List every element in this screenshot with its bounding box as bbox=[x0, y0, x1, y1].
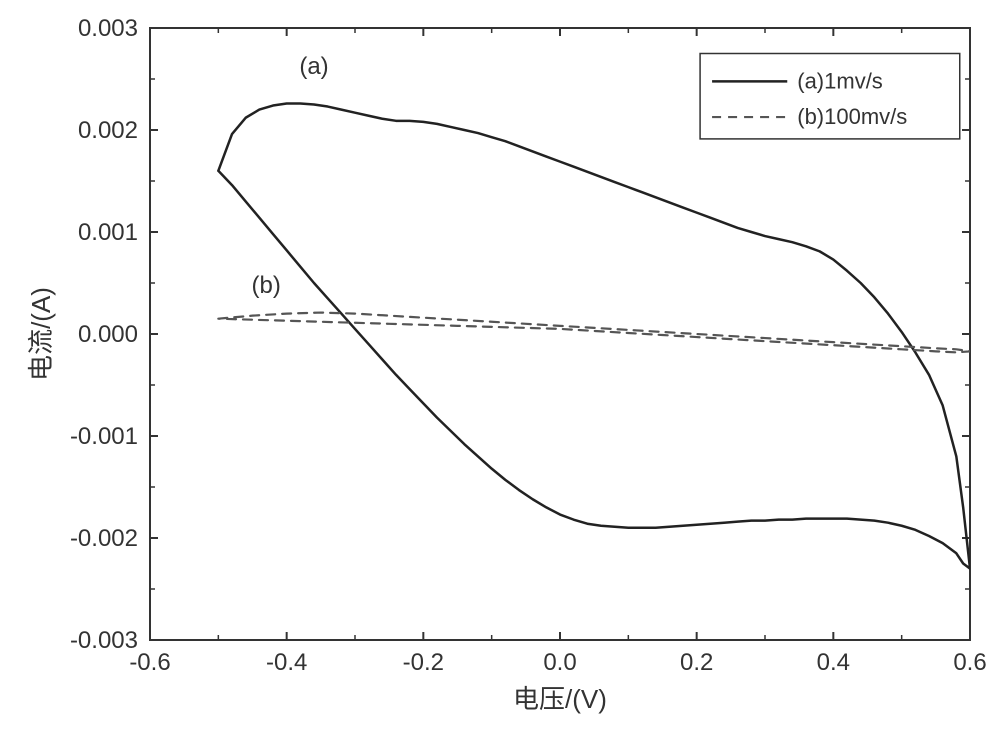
legend: (a)1mv/s (b)100mv/s bbox=[700, 54, 960, 139]
x-axis-label: 电压/(V) bbox=[513, 684, 607, 714]
x-tick-label: 0.0 bbox=[543, 649, 576, 676]
y-tick-label: 0.000 bbox=[78, 321, 138, 348]
y-tick-label: 0.001 bbox=[78, 219, 138, 246]
y-axis-label: 电流/(A) bbox=[26, 287, 56, 381]
legend-label: (a)1mv/s bbox=[797, 68, 883, 93]
x-tick-label: 0.4 bbox=[817, 649, 850, 676]
legend-label: (b)100mv/s bbox=[797, 104, 907, 129]
x-tick-label: 0.6 bbox=[953, 649, 986, 676]
x-tick-label: -0.2 bbox=[403, 649, 444, 676]
annotation-label: (b) bbox=[251, 272, 280, 299]
y-tick-label: 0.002 bbox=[78, 117, 138, 144]
annotation-label: (a) bbox=[299, 53, 328, 80]
y-tick-label: -0.002 bbox=[70, 525, 138, 552]
y-tick-label: -0.001 bbox=[70, 423, 138, 450]
x-tick-label: 0.2 bbox=[680, 649, 713, 676]
cv-chart: -0.6-0.4-0.20.00.20.40.6-0.003-0.002-0.0… bbox=[0, 0, 1000, 736]
x-tick-label: -0.4 bbox=[266, 649, 307, 676]
y-tick-label: -0.003 bbox=[70, 627, 138, 654]
y-tick-label: 0.003 bbox=[78, 15, 138, 42]
